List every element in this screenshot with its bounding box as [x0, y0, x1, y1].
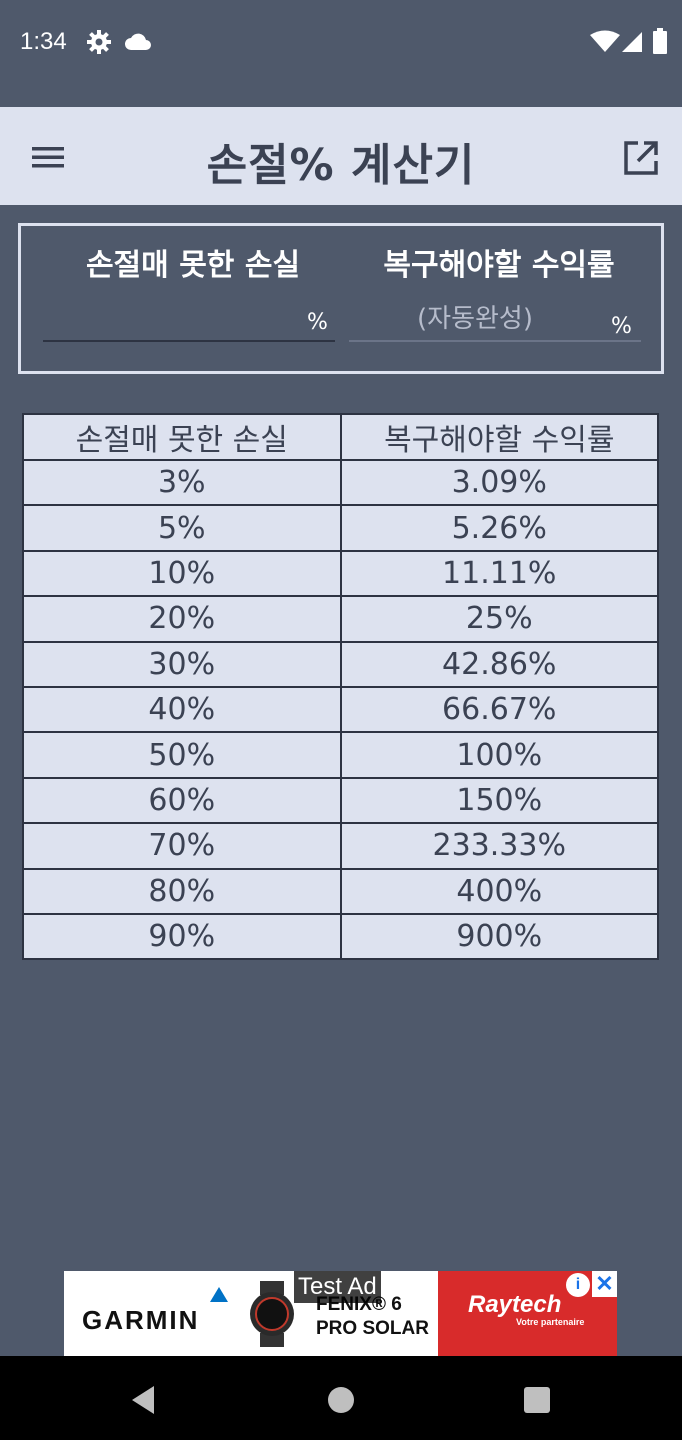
table-cell-recovery: 233.33%: [339, 822, 659, 870]
cloud-icon: [125, 33, 151, 50]
table-row: 3% 3.09%: [22, 458, 659, 507]
table-cell-loss: 40%: [22, 685, 342, 734]
recovery-unit: %: [611, 314, 632, 339]
ad-close-icon[interactable]: ✕: [592, 1271, 617, 1297]
table-cell-loss: 90%: [22, 912, 342, 961]
table-row: 60% 150%: [22, 776, 659, 825]
ad-product-line2: PRO SOLAR: [316, 1318, 429, 1339]
ad-brand: GARMIN: [82, 1305, 200, 1335]
table-header-loss: 손절매 못한 손실: [22, 413, 342, 461]
table-cell-recovery: 150%: [339, 776, 659, 825]
menu-icon: [32, 147, 64, 168]
wifi-icon: [590, 30, 620, 52]
loss-label: 손절매 못한 손실: [85, 248, 301, 283]
table-cell-loss: 80%: [22, 867, 342, 915]
table-header-recovery: 복구해야할 수익률: [339, 413, 659, 461]
status-bar: 1:34: [0, 0, 682, 84]
table-cell-recovery: 66.67%: [339, 685, 659, 734]
table-cell-recovery: 100%: [339, 731, 659, 779]
loss-recovery-table: 손절매 못한 손실 복구해야할 수익률 3% 3.09% 5% 5.26% 10% 11.…: [22, 413, 659, 961]
table-cell-recovery: 3.09%: [339, 458, 659, 507]
garmin-logo-triangle: [210, 1287, 228, 1302]
loss-column: 손절매 못한 손실 %: [43, 226, 343, 371]
table-row: 90% 900%: [22, 912, 659, 961]
table-cell-recovery: 42.86%: [339, 640, 659, 688]
recents-icon[interactable]: [519, 1382, 555, 1418]
test-ad-label: Test Ad: [294, 1271, 381, 1303]
watch-image: [250, 1281, 294, 1347]
home-icon[interactable]: [323, 1382, 359, 1418]
status-time: 1:34: [20, 28, 67, 55]
app-bar: 손절% 계산기: [0, 107, 682, 205]
recovery-output-field[interactable]: [349, 298, 641, 342]
page-title: 손절% 계산기: [206, 140, 476, 191]
table-cell-loss: 60%: [22, 776, 342, 825]
ad-creative-left: GARMIN FENIX® 6 PRO SOLAR Test Ad: [64, 1271, 438, 1356]
ad-banner[interactable]: GARMIN FENIX® 6 PRO SOLAR Test Ad Raytec…: [64, 1271, 617, 1356]
table-header-row: 손절매 못한 손실 복구해야할 수익률: [22, 413, 659, 461]
recovery-column: 복구해야할 수익률 %: [349, 226, 649, 371]
calculator-panel: 손절매 못한 손실 % 복구해야할 수익률 %: [18, 223, 664, 374]
gear-icon: [87, 30, 111, 54]
table-row: 30% 42.86%: [22, 640, 659, 688]
table-cell-recovery: 400%: [339, 867, 659, 915]
table-row: 5% 5.26%: [22, 504, 659, 552]
open-external-button[interactable]: [616, 135, 664, 179]
table-cell-loss: 30%: [22, 640, 342, 688]
menu-button[interactable]: [26, 137, 70, 177]
battery-icon: [653, 28, 667, 54]
table-row: 50% 100%: [22, 731, 659, 779]
table-cell-loss: 20%: [22, 595, 342, 643]
loss-input[interactable]: [43, 298, 335, 342]
loss-unit: %: [307, 310, 328, 335]
table-cell-recovery: 11.11%: [339, 549, 659, 598]
table-row: 20% 25%: [22, 595, 659, 643]
ad-advertiser: Raytech: [468, 1291, 562, 1318]
table-cell-loss: 10%: [22, 549, 342, 598]
table-row: 10% 11.11%: [22, 549, 659, 598]
table-cell-loss: 70%: [22, 822, 342, 870]
ad-info-icon[interactable]: i: [566, 1273, 590, 1297]
table-body: 3% 3.09% 5% 5.26% 10% 11.11% 20% 25% 30% 42.86% 40…: [22, 458, 659, 961]
ad-creative-right: Raytech Votre partenaire: [438, 1271, 617, 1356]
table-cell-recovery: 900%: [339, 912, 659, 961]
open-in-new-icon: [624, 141, 658, 175]
system-nav-bar: [0, 1356, 682, 1440]
back-icon[interactable]: [126, 1382, 162, 1418]
table-row: 70% 233.33%: [22, 822, 659, 870]
table-cell-loss: 5%: [22, 504, 342, 552]
ad-advertiser-sub: Votre partenaire: [516, 1317, 585, 1327]
table-cell-loss: 50%: [22, 731, 342, 779]
recovery-label: 복구해야할 수익률: [383, 248, 615, 283]
signal-icon: [622, 32, 642, 52]
table-row: 40% 66.67%: [22, 685, 659, 734]
table-cell-recovery: 25%: [339, 595, 659, 643]
table-row: 80% 400%: [22, 867, 659, 915]
table-cell-loss: 3%: [22, 458, 342, 507]
table-cell-recovery: 5.26%: [339, 504, 659, 552]
